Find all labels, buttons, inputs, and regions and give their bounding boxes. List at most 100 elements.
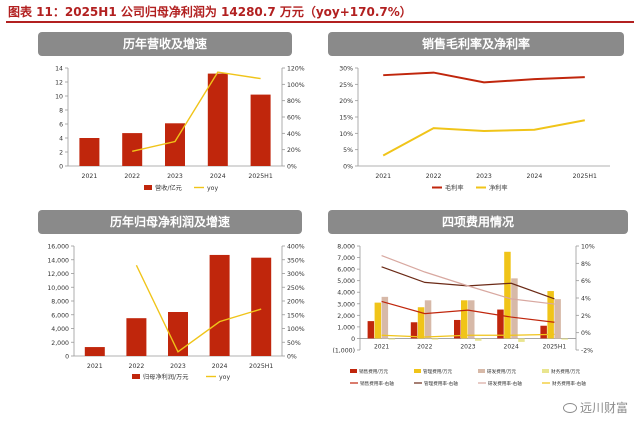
net-profit-bar	[251, 257, 272, 356]
y-tick-label-right: 4%	[581, 296, 591, 303]
y-tick-label: 3,000	[337, 301, 355, 308]
expense-bar	[504, 251, 511, 339]
expense-ratio-line	[381, 254, 555, 305]
revenue-chart: 0 2 4 6 8 10 12 14 0% 20% 40% 60% 80% 100% 120% 2021 202…	[55, 66, 305, 193]
revenue-bar	[250, 94, 271, 166]
legend-swatch-expense	[414, 369, 421, 373]
x-tick-label: 2022	[417, 343, 432, 350]
title-rule	[6, 21, 634, 23]
gross-margin-line	[383, 71, 585, 84]
expense-bar	[461, 300, 468, 339]
y-tick-label: (1,000)	[332, 348, 355, 355]
y-tick-label-right: 100%	[287, 82, 305, 89]
expense-bar	[547, 291, 554, 339]
x-tick-label: 2025H1	[248, 173, 272, 180]
y-tick-label: 2,000	[337, 313, 355, 320]
expense-bar	[561, 338, 568, 340]
y-tick-label: 7,000	[337, 255, 355, 262]
legend-label-ratio: 研发费用率-右轴	[488, 380, 522, 387]
x-tick-label: 2025H1	[543, 343, 567, 350]
expense-chart-title: 四项费用情况	[328, 210, 628, 234]
x-tick-label: 2022	[124, 173, 140, 180]
expense-chart: (1,000) 0 1,000 2,000 3,000 4,000 5,000 6,000 7,…	[332, 244, 594, 388]
legend-swatch-expense	[542, 369, 549, 373]
expense-bar	[454, 319, 461, 339]
expense-bar	[417, 307, 425, 339]
expense-bar	[388, 338, 396, 340]
x-tick-label: 2021	[82, 173, 98, 180]
expense-bar	[497, 309, 504, 339]
y-tick-label: 8,000	[337, 244, 355, 251]
expense-bar	[374, 302, 382, 339]
expense-bar	[540, 325, 547, 339]
net-profit-chart-title: 历年归母净利润及增速	[38, 210, 302, 234]
y-tick-label: 6,000	[337, 267, 355, 274]
y-tick-label-right: 0%	[581, 330, 591, 337]
y-tick-label-right: 80%	[287, 98, 301, 105]
expense-bar	[475, 338, 482, 341]
legend-label-ratio: 财务费用率-右轴	[552, 380, 586, 387]
x-tick-label: 2022	[129, 363, 145, 370]
y-tick-label: 20%	[339, 98, 353, 105]
legend-label-ratio: 管理费用率-右轴	[424, 380, 458, 387]
y-tick-label: 6	[59, 122, 63, 129]
y-tick-label-right: 0%	[287, 164, 297, 171]
revenue-bar	[122, 133, 143, 166]
watermark-text: 远川财富	[579, 401, 628, 415]
legend-label-expense: 财务费用/万元	[551, 368, 581, 375]
expense-bar	[518, 338, 525, 342]
y-tick-label: 2	[59, 150, 63, 157]
net-profit-chart-panel: 历年归母净利润及增速 0 2,000 4,000 6,000 8,000 10,000 12…	[20, 210, 320, 390]
y-tick-label: 4,000	[337, 290, 355, 297]
x-tick-label: 2025H1	[249, 363, 273, 370]
legend-label-net: 净利率	[489, 184, 508, 192]
y-tick-label-right: 120%	[287, 66, 305, 73]
y-tick-label-right: 40%	[287, 131, 301, 138]
x-tick-label: 2021	[375, 173, 391, 180]
expense-ratio-line	[381, 300, 555, 323]
y-tick-label-right: 6%	[581, 278, 591, 285]
y-tick-label-right: 150%	[287, 312, 305, 319]
revenue-chart-panel: 历年营收及增速 0 2 4 6 8 10 12 14 0% 20% 40% 60% 80% 100% 120…	[20, 32, 310, 200]
expense-chart-panel: 四项费用情况 (1,000) 0 1,000 2,000 3,000 4,000 5,000…	[328, 210, 628, 400]
y-tick-label: 0	[59, 164, 63, 171]
y-tick-label-right: 400%	[287, 244, 305, 251]
x-tick-label: 2023	[170, 363, 186, 370]
x-tick-label: 2022	[426, 173, 442, 180]
x-tick-label: 2023	[476, 173, 492, 180]
y-tick-label-right: 2%	[581, 313, 591, 320]
legend-label-expense: 研发费用/万元	[487, 368, 517, 375]
legend-label-gross: 毛利率	[445, 184, 464, 192]
y-tick-label: 14	[55, 66, 63, 73]
y-tick-label: 10	[55, 94, 63, 101]
y-tick-label: 1,000	[337, 324, 355, 331]
y-tick-label-right: 100%	[287, 326, 305, 333]
y-tick-label: 16,000	[47, 244, 69, 251]
y-tick-label: 14,000	[47, 257, 69, 264]
legend-swatch-expense	[478, 369, 485, 373]
expense-bar	[511, 278, 518, 339]
y-tick-label-right: 8%	[581, 261, 591, 268]
yoy-line	[132, 71, 261, 152]
y-tick-label: 2,000	[51, 340, 69, 347]
x-tick-label: 2021	[374, 343, 389, 350]
expense-bar	[554, 299, 561, 339]
net-profit-bar	[209, 254, 230, 356]
y-tick-label: 8,000	[51, 299, 69, 306]
revenue-chart-title: 历年营收及增速	[38, 32, 292, 56]
x-tick-label: 2024	[504, 343, 519, 350]
x-tick-label: 2023	[167, 173, 183, 180]
figure-title: 图表 11：2025H1 公司归母净利润为 14280.7 万元（yoy+170…	[8, 5, 412, 19]
legend-label-ratio: 销售费用率-右轴	[360, 380, 394, 387]
expense-bar	[381, 296, 389, 339]
expense-bar	[424, 300, 432, 339]
x-tick-label: 2024	[212, 363, 228, 370]
legend-label-expense: 管理费用/万元	[423, 368, 453, 375]
expense-bar	[468, 300, 475, 339]
legend-label-revenue: 营收/亿元	[155, 184, 182, 192]
yoy-line	[135, 264, 262, 353]
net-profit-chart: 0 2,000 4,000 6,000 8,000 10,000 12,000 14,000 1…	[47, 244, 305, 382]
x-tick-label: 2021	[87, 363, 103, 370]
legend-label-expense: 销售费用/万元	[359, 368, 389, 375]
legend-swatch-revenue	[144, 185, 152, 190]
